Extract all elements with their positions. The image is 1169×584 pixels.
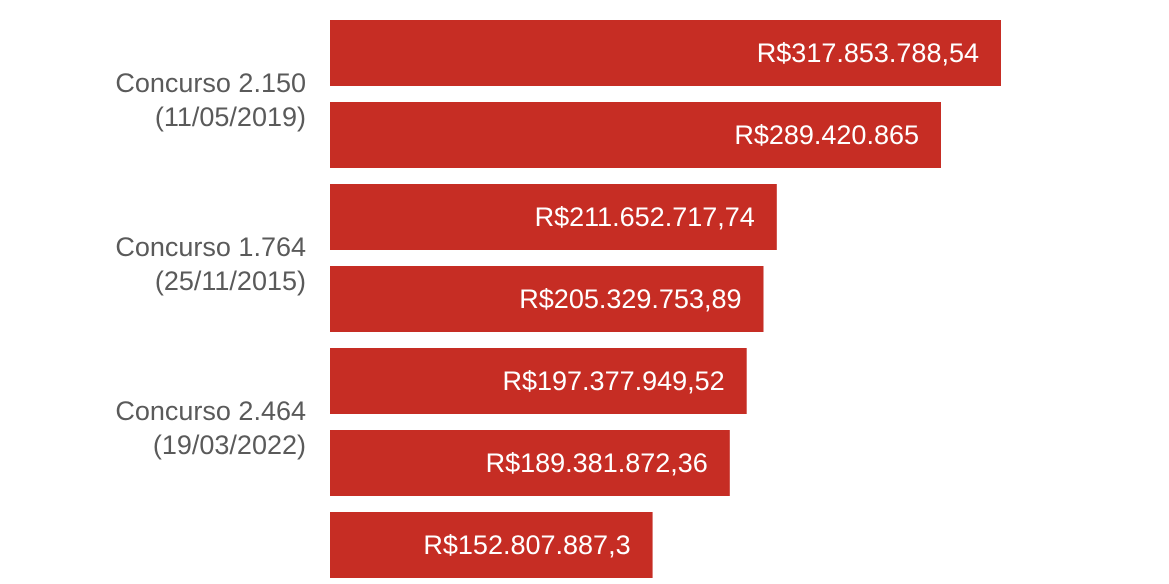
bar-value-label-0: R$317.853.788,54 [757,38,979,68]
bar-value-label-6: R$152.807.887,3 [423,530,630,560]
category-labels-group: Concurso 2.150 (11/05/2019) Concurso 1.764… [115,68,306,460]
category-label-5: Concurso 2.464 (19/03/2022) [115,396,306,460]
category-label-line-3-1: (25/11/2015) [155,266,306,296]
bar-value-label-4: R$197.377.949,52 [502,366,724,396]
category-label-1: Concurso 2.150 (11/05/2019) [115,68,306,132]
bar-0 [330,20,1001,86]
bar-4 [330,348,747,414]
bar-3 [330,266,764,332]
bar-value-label-2: R$211.652.717,74 [535,202,755,232]
category-label-line-5-0: Concurso 2.464 [115,396,306,426]
category-label-line-3-0: Concurso 1.764 [115,232,306,262]
bars-group: R$317.853.788,54 R$289.420.865 R$211.652.7… [330,20,1001,578]
bar-value-label-5: R$189.381.872,36 [486,448,708,478]
bar-6 [330,512,653,578]
category-label-line-1-0: Concurso 2.150 [115,68,306,98]
category-label-3: Concurso 1.764 (25/11/2015) [115,232,306,296]
bar-value-label-1: R$289.420.865 [734,120,919,150]
bar-1 [330,102,941,168]
category-label-line-5-1: (19/03/2022) [153,430,306,460]
bar-5 [330,430,730,496]
category-label-line-1-1: (11/05/2019) [155,102,306,132]
bar-value-label-3: R$205.329.753,89 [519,284,741,314]
bar-2 [330,184,777,250]
